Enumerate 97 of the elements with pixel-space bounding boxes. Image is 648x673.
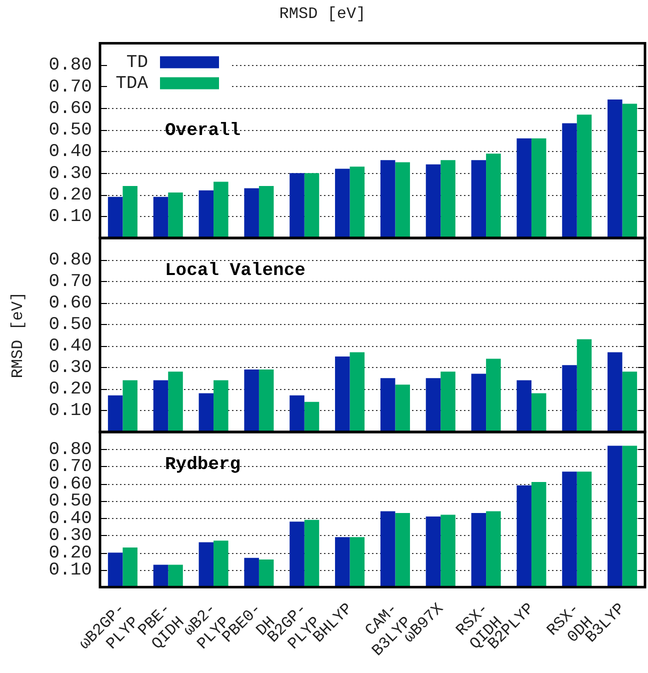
bar (335, 168, 350, 238)
y-tick-label: 0.70 (48, 272, 92, 292)
bar (380, 160, 396, 238)
y-tick-label: 0.40 (48, 142, 92, 162)
y-tick-label: 0.10 (48, 560, 92, 581)
bar (290, 173, 304, 238)
bar (531, 393, 546, 432)
bar (335, 537, 350, 588)
y-tick-label: 0.50 (48, 120, 92, 141)
bar (440, 514, 456, 588)
bar (576, 472, 592, 588)
bar (471, 513, 486, 588)
bar (516, 138, 532, 238)
legend-label: TDA (116, 74, 148, 94)
bar (576, 114, 592, 238)
bar (562, 472, 577, 588)
bar (290, 395, 304, 432)
bar (168, 192, 183, 238)
bar (122, 380, 138, 432)
bar (622, 104, 638, 238)
bar (258, 560, 274, 588)
bar (153, 196, 168, 238)
bar (198, 393, 214, 432)
bar (471, 374, 486, 432)
bar (562, 365, 577, 432)
bar (350, 166, 365, 238)
bar (350, 352, 365, 432)
bar (258, 369, 274, 432)
bar (426, 164, 441, 238)
bar (486, 358, 501, 432)
y-tick-label: 0.10 (48, 207, 92, 228)
bar (214, 540, 228, 588)
bar (531, 138, 546, 238)
legend-label: TD (126, 52, 148, 73)
bar (608, 352, 622, 432)
bar (440, 372, 456, 432)
bar (168, 564, 183, 588)
y-tick-label: 0.20 (48, 185, 92, 206)
annotation: Rydberg (165, 455, 241, 475)
bar (153, 564, 168, 588)
bar (244, 369, 259, 432)
bar (214, 380, 228, 432)
bar (258, 186, 274, 238)
bar (516, 380, 532, 432)
bar (304, 520, 320, 588)
chart-title: RMSD [eV] (279, 4, 366, 23)
bar (108, 552, 123, 588)
bar (395, 162, 410, 238)
annotation: Overall (165, 121, 241, 142)
bar (380, 378, 396, 432)
y-tick-label: 0.40 (48, 336, 92, 357)
bar (153, 380, 168, 432)
bar (516, 485, 532, 588)
bar (304, 173, 320, 238)
y-tick-label: 0.50 (48, 314, 92, 335)
bar (244, 188, 259, 238)
bar (562, 123, 577, 238)
bar (304, 402, 320, 432)
bar (608, 99, 622, 238)
annotation: Local Valence (165, 261, 306, 281)
bar (168, 372, 183, 432)
y-tick-label: 0.80 (48, 440, 92, 460)
y-tick-label: 0.30 (48, 358, 92, 378)
bar (290, 522, 304, 588)
bar (426, 516, 441, 588)
bar (198, 190, 214, 238)
bar (395, 384, 410, 432)
y-axis-title: RMSD [eV] (8, 292, 27, 378)
bar (198, 542, 214, 588)
y-tick-label: 0.20 (48, 380, 92, 400)
bar (622, 446, 638, 588)
bar (108, 196, 123, 238)
bar (122, 186, 138, 238)
bar (108, 395, 123, 432)
bar (395, 513, 410, 588)
bar (531, 482, 546, 588)
bar (426, 378, 441, 432)
bar (576, 339, 592, 432)
bar (471, 160, 486, 238)
y-tick-label: 0.70 (48, 77, 92, 98)
bar (244, 558, 259, 588)
bar (486, 154, 501, 238)
y-tick-label: 0.80 (48, 250, 92, 270)
bar (608, 446, 622, 588)
bar (440, 160, 456, 238)
bar (214, 182, 228, 238)
y-tick-label: 0.60 (48, 98, 92, 119)
bar (622, 372, 638, 432)
bar (486, 511, 501, 588)
y-tick-label: 0.30 (48, 164, 92, 184)
bar (122, 547, 138, 588)
bar (380, 511, 396, 588)
bar (350, 537, 365, 588)
bar (335, 356, 350, 432)
y-tick-label: 0.60 (48, 293, 92, 314)
y-tick-label: 0.80 (48, 56, 92, 76)
y-tick-label: 0.10 (48, 401, 92, 422)
